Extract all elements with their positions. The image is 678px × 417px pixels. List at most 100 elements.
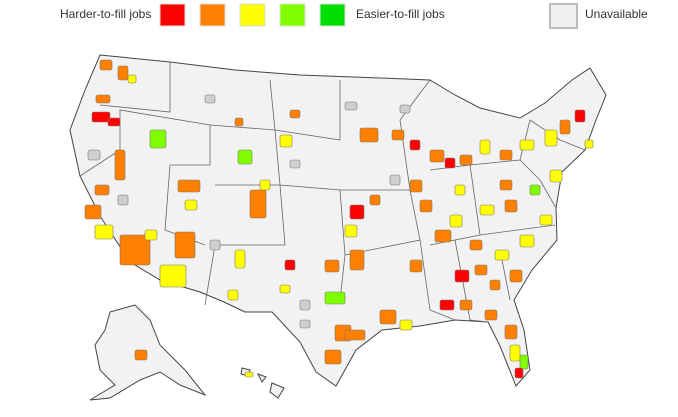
metro-area (114, 149, 126, 181)
metro-area (539, 214, 553, 226)
metro-area (234, 117, 244, 127)
metro-area (259, 179, 271, 191)
hawaii (256, 373, 267, 383)
metro-area (84, 204, 102, 220)
state-border (340, 189, 421, 256)
metro-area (184, 199, 198, 211)
metro-area (529, 184, 541, 196)
metro-area (504, 324, 518, 340)
metro-area (409, 139, 421, 151)
metro-area (474, 264, 488, 276)
metro-area (454, 269, 470, 283)
metro-area (449, 214, 463, 228)
metro-area (469, 239, 483, 251)
state-border (469, 159, 557, 209)
metro-area (499, 149, 513, 161)
legend-swatch (159, 3, 186, 27)
legend-swatch (199, 3, 226, 27)
state-border (79, 109, 211, 246)
metro-area (324, 291, 346, 305)
metro-area (149, 129, 167, 149)
metro-area (344, 224, 358, 238)
metro-area (494, 249, 510, 261)
metro-area (379, 309, 397, 325)
legend-swatch (279, 3, 306, 27)
hawaii (269, 382, 285, 399)
metro-area (574, 109, 586, 123)
metro-area (409, 179, 423, 193)
metro-area (344, 329, 366, 341)
legend-easier-label: Easier-to-fill jobs (356, 7, 445, 21)
metro-area (127, 74, 137, 84)
legend-swatch-unavailable (549, 3, 578, 29)
metro-area (91, 111, 111, 123)
metro-area (499, 179, 513, 191)
metro-area (177, 179, 201, 193)
state-border (479, 224, 556, 236)
metro-area (249, 189, 267, 219)
metro-area (279, 284, 291, 294)
metro-area (519, 234, 535, 248)
metro-area (349, 249, 365, 271)
metro-area (99, 59, 113, 71)
metro-area (284, 259, 296, 271)
metro-area (419, 199, 433, 213)
metro-unavailable (204, 94, 216, 104)
metro-unavailable (87, 149, 101, 161)
metro-area (584, 139, 594, 149)
metro-area (94, 224, 114, 240)
metro-area (234, 249, 246, 269)
metro-area (227, 289, 239, 301)
metro-unavailable (299, 299, 311, 311)
state-border (454, 239, 489, 323)
metro-area (279, 134, 293, 148)
metro-area (174, 231, 196, 259)
metro-area (559, 119, 571, 135)
legend-swatch (239, 3, 266, 27)
metro-area (119, 234, 151, 266)
metro-unavailable (299, 319, 311, 329)
state-border (209, 80, 341, 141)
metro-area (399, 319, 413, 331)
metro-unavailable (344, 101, 358, 111)
metro-area (369, 194, 381, 206)
legend-swatches (159, 3, 578, 29)
metro-area (514, 367, 524, 379)
state-border (204, 184, 286, 306)
metro-area (289, 109, 301, 119)
metro-area (409, 259, 423, 273)
metro-area (479, 204, 495, 216)
metro-area (549, 169, 563, 183)
metro-area (144, 229, 158, 241)
metro-area (504, 199, 518, 213)
us-map (69, 54, 607, 401)
metro-area (159, 264, 187, 288)
metro-areas (84, 59, 594, 379)
state-border (419, 239, 456, 321)
metro-area (134, 349, 148, 361)
metro-area (459, 154, 473, 166)
metro-area (391, 129, 405, 141)
legend-harder-label: Harder-to-fill jobs (60, 7, 151, 21)
metro-unavailable (209, 239, 221, 251)
metro-area (237, 149, 253, 165)
state-border (399, 79, 431, 191)
metro-area (117, 65, 129, 81)
metro-area (359, 127, 379, 143)
legend-unavailable-label: Unavailable (585, 7, 648, 21)
metro-unavailable (389, 174, 401, 186)
metro-area (459, 299, 473, 311)
metro-area (244, 371, 254, 378)
legend-swatch (319, 3, 346, 27)
metro-area (509, 269, 523, 283)
metro-area (509, 344, 521, 362)
metro-area (94, 184, 110, 196)
metro-area (479, 139, 491, 155)
metro-area (519, 139, 535, 151)
metro-area (107, 117, 121, 127)
metro-area (544, 129, 558, 147)
metro-area (444, 157, 456, 169)
metro-unavailable (399, 104, 411, 114)
metro-area (349, 204, 365, 220)
